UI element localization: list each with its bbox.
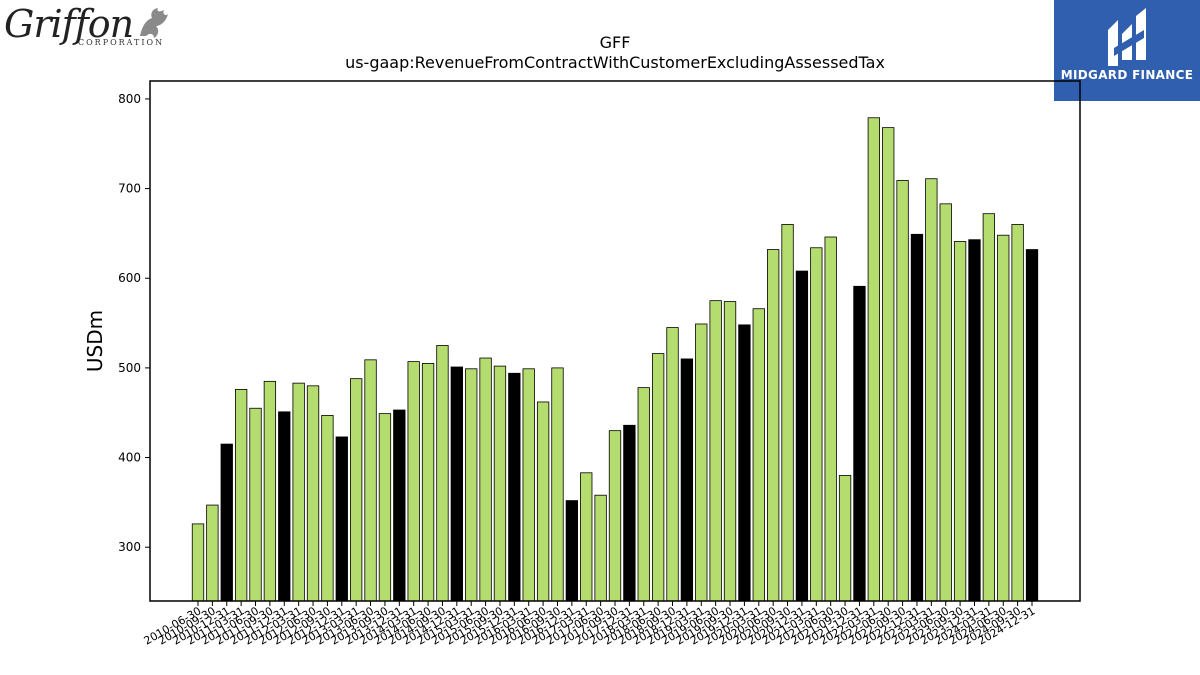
bar-2011-12-31 bbox=[278, 411, 291, 602]
midgard-logo-word: MIDGARD FINANCE bbox=[1060, 68, 1194, 82]
bar-2016-12-31 bbox=[565, 500, 579, 602]
bar-2024-06-30 bbox=[997, 234, 1010, 602]
bar-2012-12-31 bbox=[335, 436, 348, 602]
y-tick-label: 300 bbox=[118, 540, 141, 554]
chart-subtitle: us-gaap:RevenueFromContractWithCustomerE… bbox=[345, 53, 885, 72]
bar-2018-06-30 bbox=[651, 353, 665, 602]
bar-2024-03-31 bbox=[982, 213, 996, 602]
midgard-finance-logo: MIDGARD FINANCE bbox=[1054, 0, 1200, 101]
bar-2018-03-31 bbox=[637, 387, 650, 602]
y-tick-label: 600 bbox=[118, 271, 141, 285]
bar-2019-03-31 bbox=[695, 323, 708, 602]
bar-2017-06-30 bbox=[594, 494, 607, 602]
bar-2013-12-31 bbox=[393, 409, 406, 602]
griffon-logo: Griffon CORPORATION bbox=[4, 2, 174, 50]
y-tick-label: 800 bbox=[118, 92, 141, 106]
x-axis: 2010-06-302010-09-302010-12-312011-03-31… bbox=[142, 601, 1038, 648]
bar-2024-09-30 bbox=[1011, 224, 1024, 602]
bar-2012-09-30 bbox=[321, 415, 334, 602]
bar-2010-12-31 bbox=[220, 443, 233, 602]
y-tick-label: 400 bbox=[118, 451, 141, 465]
bar-2012-03-31 bbox=[292, 382, 305, 602]
chart-title: GFF bbox=[600, 33, 631, 52]
bar-2021-09-30 bbox=[838, 475, 852, 602]
bar-2022-12-31 bbox=[910, 233, 924, 602]
bar-2014-06-30 bbox=[421, 363, 435, 602]
bar-2011-06-30 bbox=[249, 407, 262, 602]
bar-2014-03-31 bbox=[407, 361, 420, 602]
bar-2016-06-30 bbox=[536, 401, 550, 602]
bar-2021-03-31 bbox=[810, 247, 823, 602]
bar-2022-06-30 bbox=[882, 127, 895, 602]
bar-2019-09-30 bbox=[723, 301, 737, 602]
bar-2023-09-30 bbox=[953, 241, 967, 602]
bar-2017-09-30 bbox=[608, 430, 622, 602]
bar-2018-12-31 bbox=[680, 358, 694, 602]
bar-2016-03-31 bbox=[522, 368, 535, 602]
bar-2020-09-30 bbox=[781, 224, 794, 602]
bar-layer bbox=[191, 117, 1039, 602]
bar-2022-03-31 bbox=[867, 117, 880, 602]
bar-2020-03-31 bbox=[752, 308, 765, 602]
y-axis: 300 400 500 600 700 800 bbox=[118, 92, 150, 554]
bar-2022-09-30 bbox=[896, 180, 909, 602]
y-tick-label: 500 bbox=[118, 361, 141, 375]
bar-2018-09-30 bbox=[666, 327, 679, 602]
bar-2013-03-31 bbox=[350, 378, 363, 602]
bar-2011-09-30 bbox=[263, 380, 277, 602]
bar-2015-12-31 bbox=[508, 372, 521, 602]
bar-2011-03-31 bbox=[234, 389, 248, 602]
griffon-logo-subtitle: CORPORATION bbox=[78, 38, 165, 47]
bar-2023-03-31 bbox=[925, 178, 938, 602]
y-tick-label: 700 bbox=[118, 182, 141, 196]
bar-2015-03-31 bbox=[465, 368, 478, 602]
bar-2016-09-30 bbox=[551, 367, 564, 602]
bar-2014-12-31 bbox=[450, 366, 463, 602]
bar-2020-12-31 bbox=[795, 270, 809, 602]
bar-2024-12-31 bbox=[1025, 249, 1039, 602]
bar-2023-06-30 bbox=[939, 203, 952, 602]
bar-2013-09-30 bbox=[378, 413, 392, 602]
bar-2017-03-31 bbox=[580, 472, 593, 602]
bar-2010-06-30 bbox=[191, 523, 205, 602]
bar-2015-09-30 bbox=[493, 365, 507, 602]
midgard-emblem-icon bbox=[1108, 8, 1146, 66]
bar-2021-12-31 bbox=[853, 285, 866, 602]
bar-2020-06-30 bbox=[767, 249, 780, 602]
bar-2015-06-30 bbox=[479, 357, 492, 602]
y-axis-label: USDm bbox=[83, 310, 107, 372]
bar-2017-12-31 bbox=[623, 424, 636, 602]
bar-2019-06-30 bbox=[709, 300, 722, 602]
griffon-emblem-icon bbox=[140, 8, 168, 38]
bar-2014-09-30 bbox=[436, 345, 449, 602]
bar-2023-12-31 bbox=[968, 239, 981, 602]
bar-2019-12-31 bbox=[738, 324, 751, 602]
bar-2021-06-30 bbox=[824, 236, 837, 602]
bar-2010-09-30 bbox=[206, 504, 219, 602]
bar-2013-06-30 bbox=[364, 359, 377, 602]
griffon-logo-word: Griffon bbox=[4, 2, 134, 46]
bar-2012-06-30 bbox=[306, 385, 320, 602]
plot-frame bbox=[149, 80, 1081, 602]
